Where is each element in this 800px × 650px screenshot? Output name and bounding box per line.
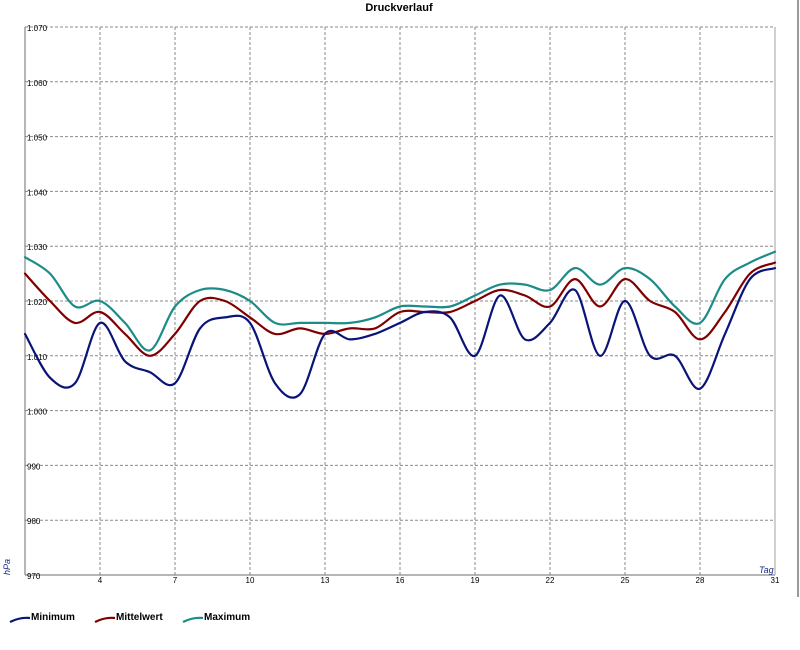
legend-label-maximum: Maximum xyxy=(204,612,250,623)
legend-swatch-maximum xyxy=(182,616,204,623)
y-tick-label: 1.000 xyxy=(27,408,48,417)
x-tick-label: 31 xyxy=(771,576,780,585)
x-tick-label: 10 xyxy=(246,576,255,585)
series-line-minimum xyxy=(23,267,777,399)
x-tick-label: 28 xyxy=(696,576,705,585)
y-tick-label: 1.050 xyxy=(27,134,48,143)
chart-legend: Minimum Mittelwert Maximum xyxy=(9,612,250,623)
x-tick-label: 7 xyxy=(173,576,178,585)
y-tick-label: 990 xyxy=(27,462,41,471)
axes-layer xyxy=(24,0,799,597)
y-tick-label: 1.070 xyxy=(27,24,48,33)
x-tick-label: 4 xyxy=(98,576,103,585)
x-tick-label: 16 xyxy=(396,576,405,585)
legend-label-minimum: Minimum xyxy=(31,612,75,623)
y-tick-label: 1.040 xyxy=(27,188,48,197)
legend-swatch-mittelwert xyxy=(94,616,116,623)
legend-swatch-minimum xyxy=(9,616,31,623)
y-tick-label: 970 xyxy=(27,572,41,581)
grid-layer xyxy=(25,26,775,575)
x-tick-label: 13 xyxy=(321,576,330,585)
x-axis-label: Tag xyxy=(759,565,774,575)
series-line-mittelwert xyxy=(23,261,777,357)
tick-labels: 9709809901.0001.0101.0201.0301.0401.0501… xyxy=(27,24,780,585)
x-tick-label: 19 xyxy=(471,576,480,585)
x-tick-label: 22 xyxy=(546,576,555,585)
x-tick-label: 25 xyxy=(621,576,630,585)
legend-label-mittelwert: Mittelwert xyxy=(116,612,163,623)
y-tick-label: 1.030 xyxy=(27,243,48,252)
chart-title: Druckverlauf xyxy=(365,2,433,14)
series-layer xyxy=(23,250,777,399)
series-line-maximum xyxy=(23,250,777,352)
y-tick-label: 980 xyxy=(27,517,41,526)
y-tick-label: 1.060 xyxy=(27,79,48,88)
y-axis-label: hPa xyxy=(2,559,12,575)
y-tick-label: 1.020 xyxy=(27,298,48,307)
